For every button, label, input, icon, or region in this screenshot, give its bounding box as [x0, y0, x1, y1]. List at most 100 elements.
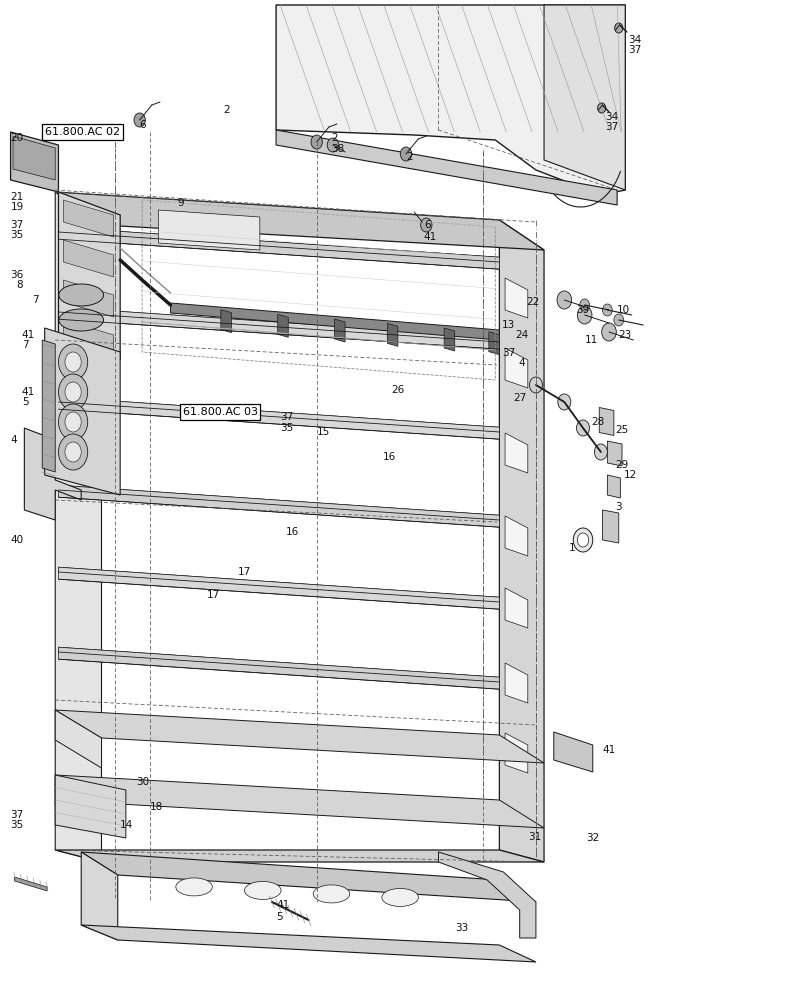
Polygon shape: [499, 220, 543, 862]
Text: 16: 16: [285, 527, 298, 537]
Text: 37: 37: [11, 220, 24, 230]
Polygon shape: [58, 227, 499, 269]
Text: 38: 38: [331, 144, 344, 154]
Polygon shape: [55, 850, 543, 862]
Text: 35: 35: [280, 423, 293, 433]
Text: 26: 26: [391, 385, 404, 395]
Ellipse shape: [58, 309, 104, 331]
Text: 12: 12: [623, 470, 636, 480]
Text: 2: 2: [331, 133, 337, 143]
Circle shape: [58, 434, 88, 470]
Circle shape: [420, 218, 431, 232]
Polygon shape: [58, 397, 499, 432]
Text: 2: 2: [223, 105, 230, 115]
Polygon shape: [45, 328, 120, 495]
Polygon shape: [58, 567, 499, 609]
Circle shape: [597, 103, 605, 113]
Polygon shape: [607, 441, 621, 466]
Text: 25: 25: [615, 425, 628, 435]
Polygon shape: [55, 192, 101, 862]
Circle shape: [58, 404, 88, 440]
Text: 37: 37: [501, 348, 514, 358]
Polygon shape: [504, 733, 527, 773]
Text: 41: 41: [22, 330, 35, 340]
Ellipse shape: [58, 284, 104, 306]
Polygon shape: [63, 320, 114, 357]
Circle shape: [557, 394, 570, 410]
Polygon shape: [11, 132, 58, 192]
Polygon shape: [504, 663, 527, 703]
Ellipse shape: [175, 878, 212, 896]
Text: 36: 36: [11, 270, 24, 280]
Text: 6: 6: [139, 120, 146, 130]
Text: 29: 29: [615, 460, 628, 470]
Polygon shape: [58, 307, 499, 342]
Circle shape: [58, 344, 88, 380]
Text: 3: 3: [615, 502, 621, 512]
Polygon shape: [221, 310, 231, 333]
Polygon shape: [504, 433, 527, 473]
Text: 15: 15: [316, 427, 329, 437]
Polygon shape: [58, 647, 499, 682]
Text: 34: 34: [627, 35, 640, 45]
Text: 28: 28: [590, 417, 603, 427]
Circle shape: [65, 442, 81, 462]
Ellipse shape: [381, 888, 418, 906]
Text: 2: 2: [406, 152, 412, 162]
Polygon shape: [58, 307, 499, 349]
Text: 22: 22: [526, 297, 539, 307]
Polygon shape: [15, 877, 47, 891]
Polygon shape: [58, 647, 499, 689]
Text: 7: 7: [22, 340, 28, 350]
Polygon shape: [58, 485, 499, 527]
Text: 37: 37: [627, 45, 640, 55]
Text: 19: 19: [11, 202, 24, 212]
Text: 37: 37: [11, 810, 24, 820]
Circle shape: [577, 306, 591, 324]
Text: 9: 9: [177, 198, 183, 208]
Polygon shape: [158, 210, 260, 250]
Circle shape: [601, 323, 616, 341]
Circle shape: [311, 135, 322, 149]
Polygon shape: [55, 775, 543, 828]
Text: 18: 18: [150, 802, 163, 812]
Polygon shape: [81, 852, 118, 940]
Polygon shape: [334, 319, 345, 342]
Circle shape: [400, 147, 411, 161]
Text: 6: 6: [423, 220, 430, 230]
Polygon shape: [504, 516, 527, 556]
Circle shape: [556, 291, 571, 309]
Text: 17: 17: [238, 567, 251, 577]
Text: 31: 31: [527, 832, 540, 842]
Circle shape: [579, 299, 589, 311]
Circle shape: [573, 528, 592, 552]
Polygon shape: [81, 925, 535, 962]
Circle shape: [58, 374, 88, 410]
Polygon shape: [58, 227, 499, 262]
Text: 61.800.AC 03: 61.800.AC 03: [182, 407, 257, 417]
Circle shape: [65, 352, 81, 372]
Polygon shape: [504, 278, 527, 318]
Polygon shape: [276, 130, 616, 205]
Polygon shape: [81, 852, 535, 902]
Text: 7: 7: [32, 295, 39, 305]
Text: 37: 37: [604, 122, 617, 132]
Circle shape: [594, 444, 607, 460]
Text: 14: 14: [120, 820, 133, 830]
Polygon shape: [543, 5, 624, 190]
Polygon shape: [602, 510, 618, 543]
Polygon shape: [55, 192, 543, 250]
Polygon shape: [438, 852, 535, 938]
Polygon shape: [63, 280, 114, 317]
Text: 41: 41: [276, 900, 289, 910]
Polygon shape: [63, 200, 114, 237]
Text: 23: 23: [618, 330, 631, 340]
Text: 5: 5: [276, 912, 282, 922]
Circle shape: [577, 533, 588, 547]
Polygon shape: [42, 340, 55, 472]
Polygon shape: [63, 240, 114, 277]
Text: 41: 41: [22, 387, 35, 397]
Text: 34: 34: [604, 112, 617, 122]
Text: 40: 40: [11, 535, 24, 545]
Circle shape: [65, 412, 81, 432]
